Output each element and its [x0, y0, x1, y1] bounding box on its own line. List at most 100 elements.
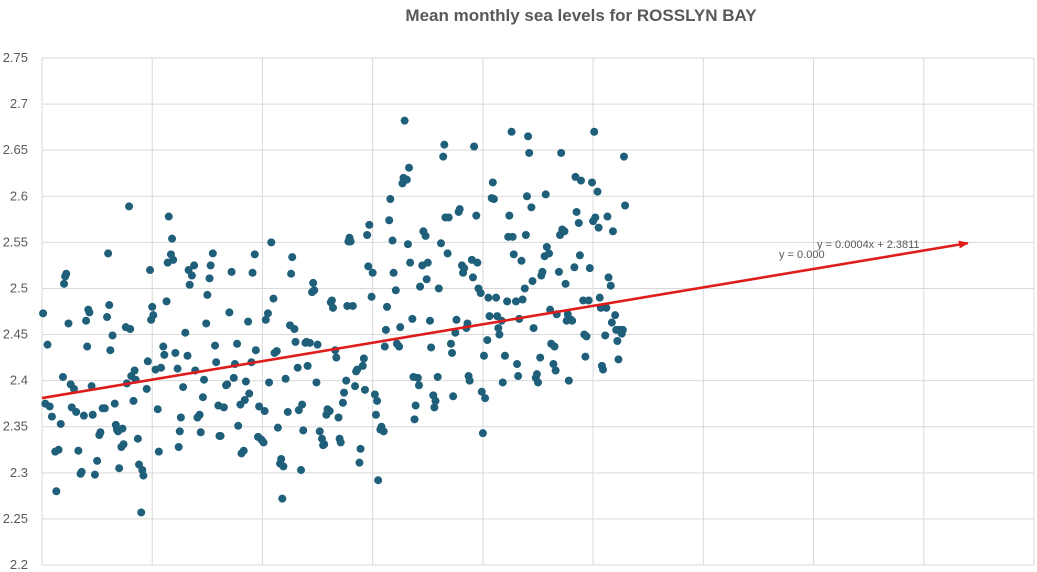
data-point	[427, 343, 436, 352]
data-point	[305, 338, 314, 347]
data-point	[473, 258, 482, 267]
data-point	[484, 293, 493, 302]
data-point	[360, 385, 369, 394]
data-point	[381, 325, 390, 334]
data-point	[422, 275, 431, 284]
data-point	[368, 268, 377, 277]
data-point	[181, 328, 190, 337]
data-point	[494, 324, 503, 333]
y-tick-label: 2.6	[10, 188, 28, 203]
data-point	[585, 264, 594, 273]
data-point	[542, 242, 551, 251]
data-point	[185, 280, 194, 289]
data-point	[509, 250, 518, 259]
data-point	[618, 325, 627, 334]
data-point	[338, 398, 347, 407]
data-point	[259, 438, 268, 447]
data-point	[187, 271, 196, 280]
data-point	[234, 421, 243, 430]
data-point	[446, 339, 455, 348]
data-points	[39, 116, 630, 517]
data-point	[367, 292, 376, 301]
data-point	[584, 296, 593, 305]
gridlines	[41, 57, 1035, 566]
data-point	[434, 284, 443, 293]
data-point	[104, 249, 113, 258]
data-point	[608, 227, 617, 236]
data-point	[430, 403, 439, 412]
data-point	[272, 347, 281, 356]
data-point	[416, 282, 425, 291]
data-point	[60, 279, 69, 288]
data-point	[613, 336, 622, 345]
trendline-equation-fragment: y = 0.000	[779, 249, 825, 261]
data-point	[405, 163, 414, 172]
y-tick-label: 2.75	[3, 50, 28, 65]
data-point	[320, 440, 329, 449]
data-point	[126, 325, 135, 334]
data-point	[290, 325, 299, 334]
data-point	[538, 267, 547, 276]
data-point	[106, 346, 115, 355]
data-point	[529, 324, 538, 333]
data-point	[137, 508, 146, 517]
data-point	[382, 302, 391, 311]
data-point	[149, 311, 158, 320]
data-point	[468, 273, 477, 282]
data-point	[355, 458, 364, 467]
data-point	[346, 237, 355, 246]
data-point	[476, 289, 485, 298]
data-point	[582, 332, 591, 341]
y-tick-label: 2.55	[3, 234, 28, 249]
data-point	[371, 410, 380, 419]
data-point	[590, 127, 599, 136]
data-point	[77, 467, 86, 476]
data-point	[164, 212, 173, 221]
data-point	[251, 346, 260, 355]
data-point	[576, 176, 585, 185]
data-point	[606, 281, 615, 290]
data-point	[511, 297, 520, 306]
data-point	[148, 302, 157, 311]
data-point	[557, 148, 566, 157]
data-point	[425, 316, 434, 325]
data-point	[47, 412, 56, 421]
data-point	[410, 415, 419, 424]
data-point	[574, 219, 583, 228]
data-point	[621, 201, 630, 210]
data-point	[534, 378, 542, 387]
data-point	[54, 445, 63, 454]
data-point	[239, 446, 248, 455]
data-point	[358, 361, 367, 370]
data-point	[532, 370, 541, 379]
data-point	[572, 207, 581, 216]
data-point	[82, 316, 91, 325]
data-point	[176, 413, 185, 422]
data-point	[411, 401, 420, 410]
data-point	[103, 313, 112, 322]
data-point	[541, 190, 550, 199]
data-point	[202, 319, 211, 328]
data-point	[554, 267, 563, 276]
data-point	[619, 152, 628, 161]
data-point	[545, 249, 554, 258]
data-point	[570, 263, 579, 272]
data-point	[62, 269, 71, 278]
data-point	[437, 239, 446, 248]
y-tick-label: 2.4	[10, 373, 28, 388]
data-point	[564, 376, 573, 385]
data-point	[223, 380, 232, 389]
data-point	[579, 296, 588, 305]
data-point	[277, 454, 286, 463]
data-point	[269, 294, 278, 303]
data-point	[356, 444, 365, 453]
data-point	[312, 378, 321, 387]
data-point	[478, 429, 487, 438]
data-point	[389, 268, 398, 277]
data-point	[93, 456, 102, 465]
data-point	[498, 378, 507, 387]
data-point	[88, 410, 97, 419]
data-point	[179, 383, 188, 392]
data-point	[581, 352, 590, 361]
data-point	[396, 323, 405, 332]
